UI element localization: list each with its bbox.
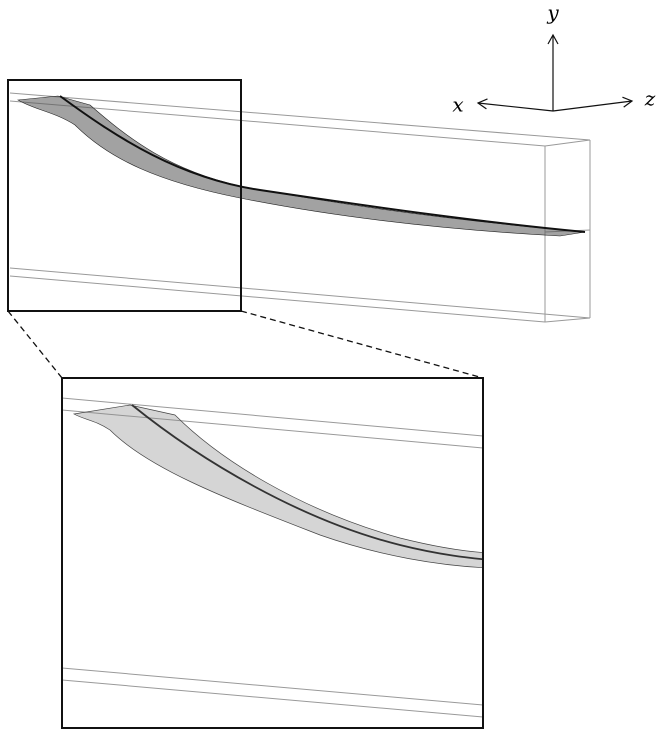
inset: [62, 398, 490, 717]
connector: [241, 311, 483, 378]
axes-glyph: [478, 35, 632, 111]
axis-label: y: [546, 1, 559, 25]
zoom-region: [8, 80, 241, 311]
axis-label: x: [452, 93, 463, 117]
axis-label: z: [644, 87, 656, 111]
figure: y x z: [0, 0, 658, 729]
connector: [8, 311, 62, 378]
